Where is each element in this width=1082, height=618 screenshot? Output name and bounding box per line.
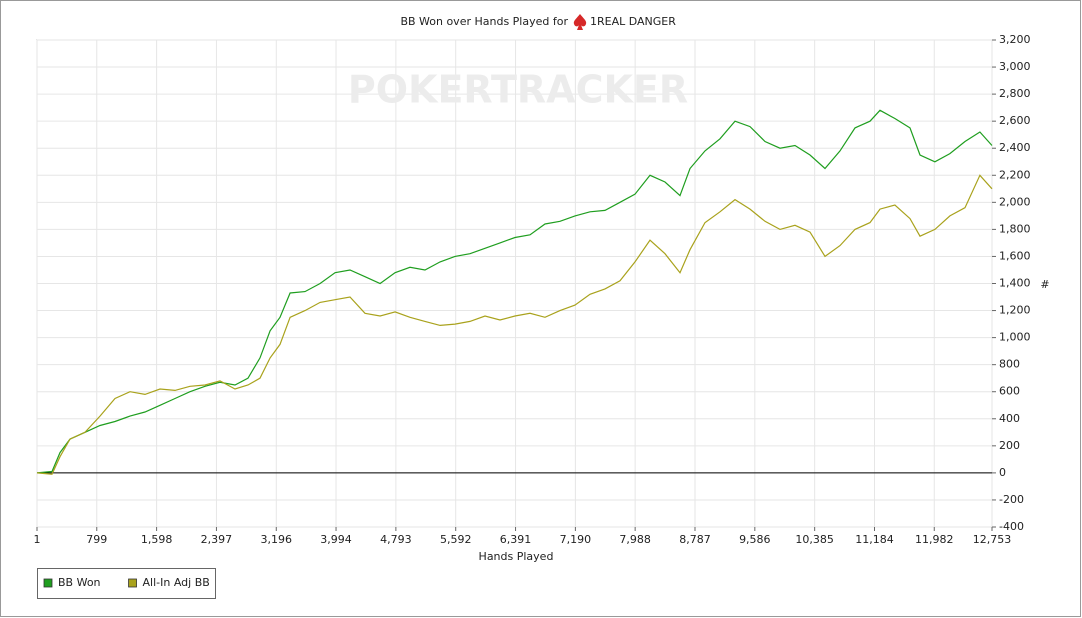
x-tick-label: 11,184 <box>855 533 894 546</box>
watermark: POKERTRACKER <box>348 68 688 112</box>
x-tick-label: 10,385 <box>795 533 834 546</box>
legend-swatch <box>128 578 137 588</box>
y-tick-label: 1,600 <box>999 249 1031 262</box>
x-tick-label: 7,190 <box>560 533 592 546</box>
legend-swatch <box>43 578 53 588</box>
series-line <box>36 109 993 474</box>
x-tick-label: 8,787 <box>679 533 711 546</box>
y-tick-label: -400 <box>999 520 1024 533</box>
x-tick-label: 3,994 <box>320 533 352 546</box>
x-tick-label: 1,598 <box>141 533 173 546</box>
player-name: 1REAL DANGER <box>590 15 676 28</box>
y-tick-label: 2,400 <box>999 141 1031 154</box>
legend-label: BB Won <box>58 576 101 589</box>
x-tick-label: 1 <box>34 533 41 546</box>
x-tick-label: 7,988 <box>619 533 651 546</box>
y-tick-label: 2,000 <box>999 195 1031 208</box>
y-tick-label: 800 <box>999 358 1020 371</box>
y-tick-label: -200 <box>999 493 1024 506</box>
x-tick-label: 2,397 <box>201 533 233 546</box>
legend-label: All-In Adj BB <box>143 576 210 589</box>
y-tick-label: 2,200 <box>999 168 1031 181</box>
x-tick-label: 6,391 <box>500 533 532 546</box>
y-tick-label: 600 <box>999 385 1020 398</box>
series-line <box>36 174 993 475</box>
y-tick-label: 3,200 <box>999 33 1031 46</box>
y-tick-label: 1,000 <box>999 331 1031 344</box>
chart-title: BB Won over Hands Played for <box>400 15 568 28</box>
x-tick-label: 799 <box>86 533 107 546</box>
y-tick-label: 2,800 <box>999 87 1031 100</box>
legend <box>37 568 216 599</box>
x-tick-label: 11,982 <box>915 533 954 546</box>
y-tick-label: 3,000 <box>999 60 1031 73</box>
x-tick-label: 5,592 <box>440 533 472 546</box>
y-tick-label: 200 <box>999 439 1020 452</box>
x-tick-label: 3,196 <box>261 533 293 546</box>
y-tick-label: 1,200 <box>999 304 1031 317</box>
x-tick-label: 12,753 <box>973 533 1012 546</box>
x-tick-label: 9,586 <box>739 533 771 546</box>
y-tick-label: 1,400 <box>999 277 1031 290</box>
y-tick-label: 1,800 <box>999 222 1031 235</box>
y-tick-label: 2,600 <box>999 114 1031 127</box>
y-tick-label: 400 <box>999 412 1020 425</box>
x-axis-label: Hands Played <box>479 550 554 563</box>
y-axis-label: # <box>1040 278 1049 291</box>
x-tick-label: 4,793 <box>380 533 412 546</box>
y-tick-label: 0 <box>999 466 1006 479</box>
spade-icon <box>573 14 587 30</box>
